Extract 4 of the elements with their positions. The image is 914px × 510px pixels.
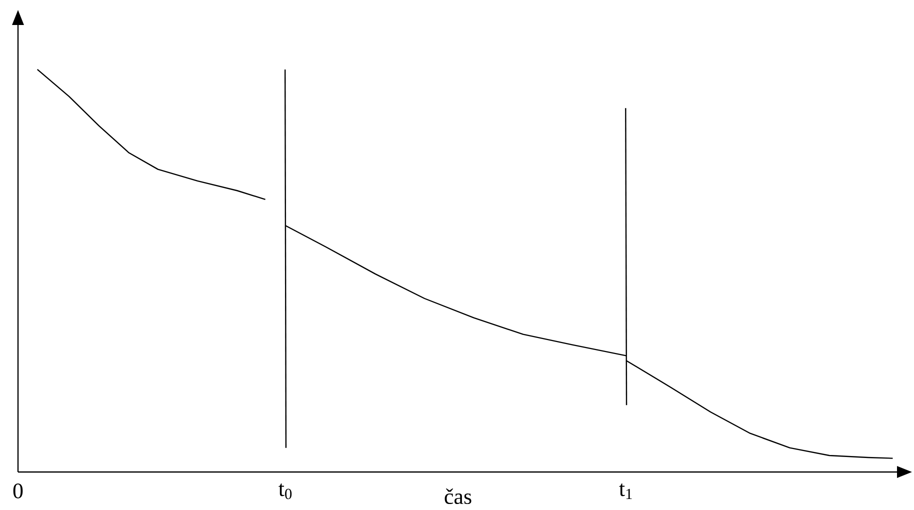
x-tick-label: t$_{1}$ xyxy=(619,484,632,500)
x-tick-label: t$_{0}$ xyxy=(278,484,292,500)
x-axis-title: čas xyxy=(444,488,472,504)
x-tick-label: 0 xyxy=(13,484,23,498)
